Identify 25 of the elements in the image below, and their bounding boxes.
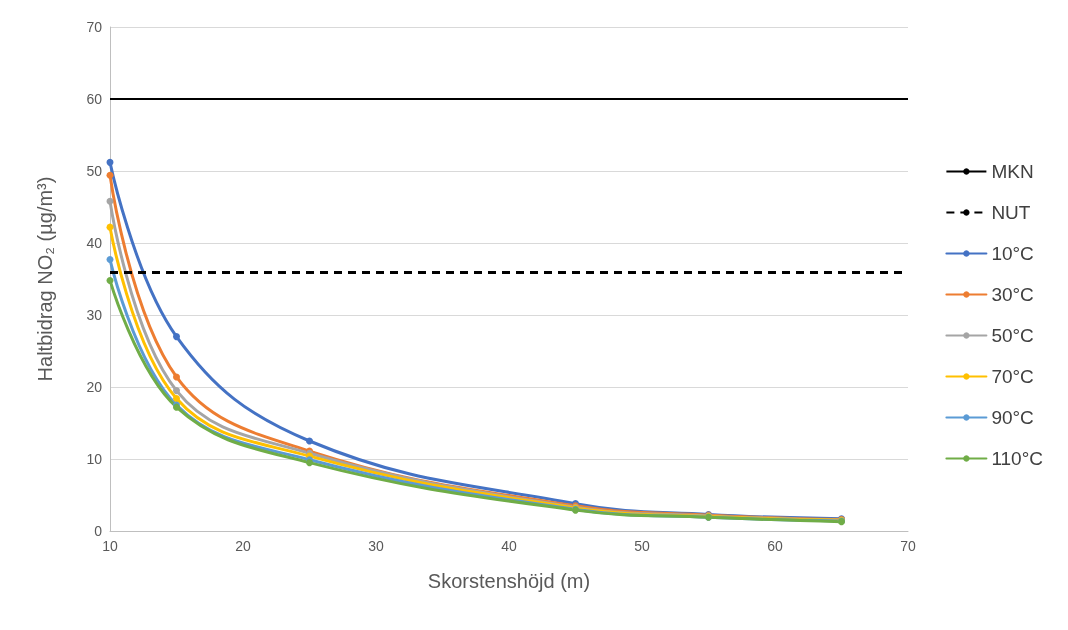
legend-label: 90°C xyxy=(991,407,1034,428)
x-tick-label: 70 xyxy=(900,538,916,554)
y-tick-label: 10 xyxy=(86,451,103,467)
x-tick-label: 60 xyxy=(767,538,783,554)
y-tick-label: 60 xyxy=(86,91,103,107)
legend-label: 50°C xyxy=(991,325,1034,346)
legend-label: NUT xyxy=(991,202,1031,223)
x-tick-label: 40 xyxy=(501,538,517,554)
legend-label: 10°C xyxy=(991,243,1034,264)
y-axis-title: Haltbidrag NO₂ (µg/m³) xyxy=(34,176,56,382)
y-tick-label: 20 xyxy=(86,379,103,395)
y-tick-label: 40 xyxy=(86,235,103,251)
legend-label: MKN xyxy=(991,161,1034,182)
x-tick-label: 20 xyxy=(235,538,251,554)
x-tick-label: 50 xyxy=(634,538,650,554)
x-axis-title: Skorstenshöjd (m) xyxy=(427,570,591,592)
x-tick-label: 30 xyxy=(368,538,384,554)
legend-label: 30°C xyxy=(991,284,1034,305)
y-tick-label: 70 xyxy=(86,19,103,35)
legend-label: 70°C xyxy=(991,366,1034,387)
x-tick-label: 10 xyxy=(102,538,118,554)
y-tick-label: 30 xyxy=(86,307,103,323)
y-tick-label: 50 xyxy=(86,163,103,179)
legend-label: 110°C xyxy=(991,448,1044,469)
y-tick-label: 0 xyxy=(94,523,103,539)
